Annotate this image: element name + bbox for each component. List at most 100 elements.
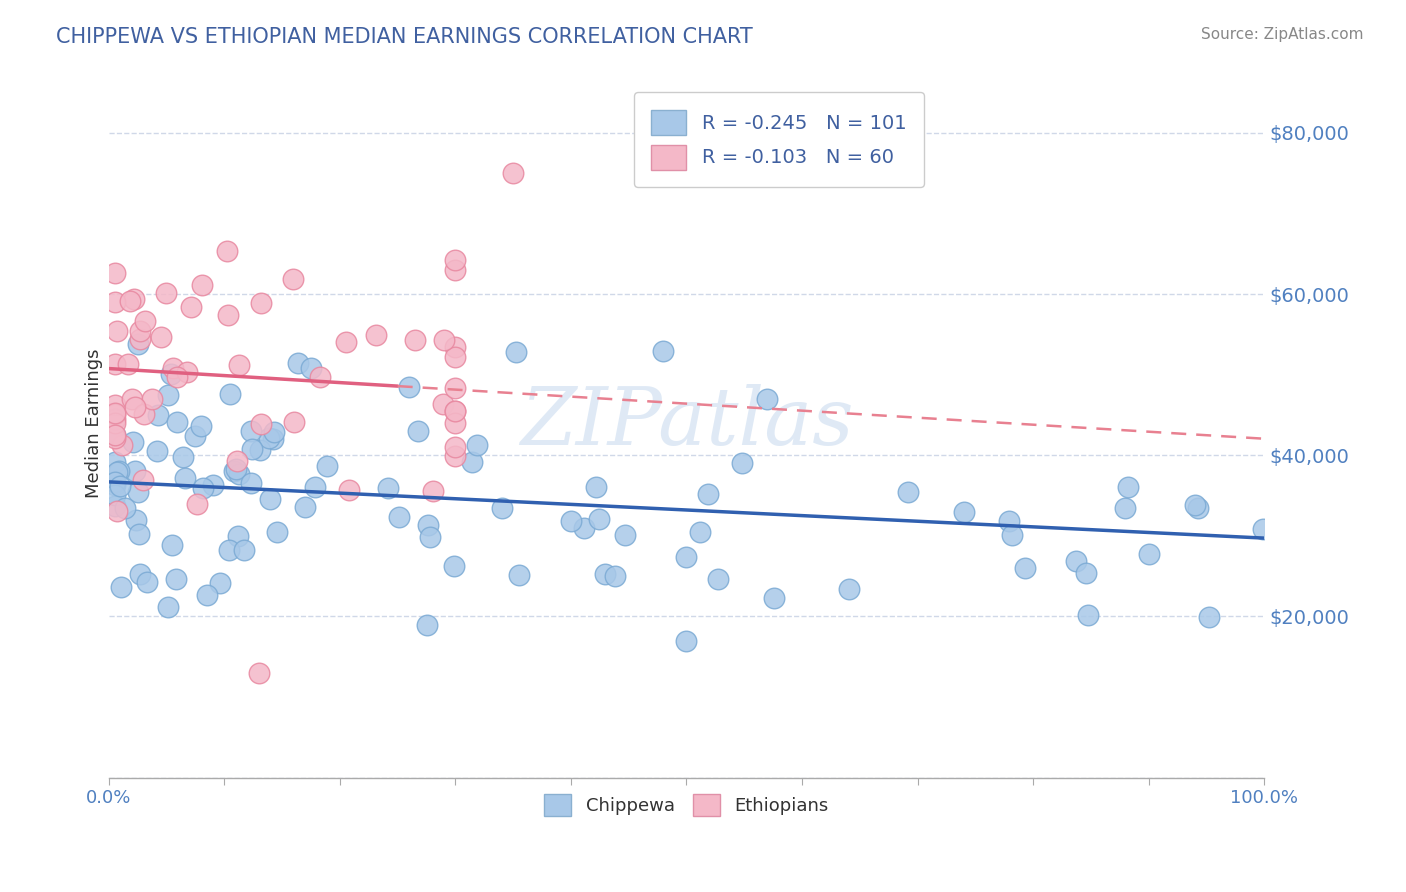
Point	[132, 473, 155, 487]
Point	[262, 433, 284, 447]
Point	[730, 456, 752, 470]
Point	[249, 443, 271, 458]
Point	[444, 450, 467, 464]
Point	[588, 511, 610, 525]
Point	[155, 285, 177, 300]
Point	[585, 481, 607, 495]
Point	[165, 572, 187, 586]
Point	[180, 300, 202, 314]
Point	[1077, 607, 1099, 622]
Point	[104, 488, 127, 502]
Point	[225, 462, 247, 476]
Point	[309, 370, 332, 384]
Point	[160, 538, 183, 552]
Point	[387, 509, 409, 524]
Point	[239, 424, 262, 438]
Point	[433, 333, 456, 347]
Point	[174, 471, 197, 485]
Point	[172, 450, 194, 464]
Point	[104, 428, 127, 442]
Point	[104, 398, 127, 412]
Point	[1076, 566, 1098, 580]
Point	[444, 404, 467, 418]
Point	[444, 350, 467, 364]
Point	[166, 415, 188, 429]
Point	[160, 367, 183, 381]
Point	[294, 500, 316, 514]
Point	[304, 479, 326, 493]
Point	[127, 485, 149, 500]
Point	[1064, 553, 1087, 567]
Point	[228, 467, 250, 481]
Point	[104, 266, 127, 280]
Point	[250, 417, 273, 431]
Point	[763, 591, 786, 605]
Point	[146, 443, 169, 458]
Point	[190, 419, 212, 434]
Legend: Chippewa, Ethiopians: Chippewa, Ethiopians	[536, 785, 838, 825]
Point	[226, 453, 249, 467]
Point	[652, 343, 675, 358]
Point	[675, 549, 697, 564]
Point	[104, 357, 127, 371]
Y-axis label: Median Earnings: Median Earnings	[86, 348, 103, 498]
Point	[998, 514, 1021, 528]
Point	[184, 428, 207, 442]
Point	[209, 575, 232, 590]
Point	[1251, 522, 1274, 536]
Point	[605, 569, 627, 583]
Point	[149, 330, 172, 344]
Point	[124, 513, 146, 527]
Point	[240, 475, 263, 490]
Point	[191, 481, 214, 495]
Point	[404, 334, 426, 348]
Point	[122, 292, 145, 306]
Point	[467, 438, 489, 452]
Point	[593, 567, 616, 582]
Point	[444, 262, 467, 277]
Point	[316, 458, 339, 473]
Point	[502, 166, 524, 180]
Point	[104, 427, 127, 442]
Point	[228, 358, 250, 372]
Point	[202, 478, 225, 492]
Point	[134, 313, 156, 327]
Point	[135, 574, 157, 589]
Point	[156, 388, 179, 402]
Point	[219, 387, 242, 401]
Point	[287, 356, 309, 370]
Point	[1187, 501, 1209, 516]
Point	[364, 327, 387, 342]
Point	[1198, 610, 1220, 624]
Text: CHIPPEWA VS ETHIOPIAN MEDIAN EARNINGS CORRELATION CHART: CHIPPEWA VS ETHIOPIAN MEDIAN EARNINGS CO…	[56, 27, 754, 46]
Point	[675, 633, 697, 648]
Point	[1137, 547, 1160, 561]
Point	[689, 524, 711, 539]
Point	[266, 524, 288, 539]
Point	[141, 392, 163, 406]
Point	[560, 514, 582, 528]
Point	[432, 397, 454, 411]
Point	[162, 361, 184, 376]
Point	[953, 505, 976, 519]
Point	[124, 401, 146, 415]
Point	[104, 432, 127, 446]
Point	[508, 568, 530, 582]
Point	[105, 324, 128, 338]
Point	[1001, 528, 1024, 542]
Point	[443, 558, 465, 573]
Point	[118, 294, 141, 309]
Point	[505, 345, 527, 359]
Point	[444, 404, 467, 418]
Point	[377, 481, 399, 495]
Point	[613, 527, 636, 541]
Point	[111, 438, 134, 452]
Point	[105, 466, 128, 480]
Point	[233, 543, 256, 558]
Point	[122, 435, 145, 450]
Point	[108, 479, 131, 493]
Point	[127, 336, 149, 351]
Point	[444, 416, 467, 430]
Point	[706, 572, 728, 586]
Point	[422, 484, 444, 499]
